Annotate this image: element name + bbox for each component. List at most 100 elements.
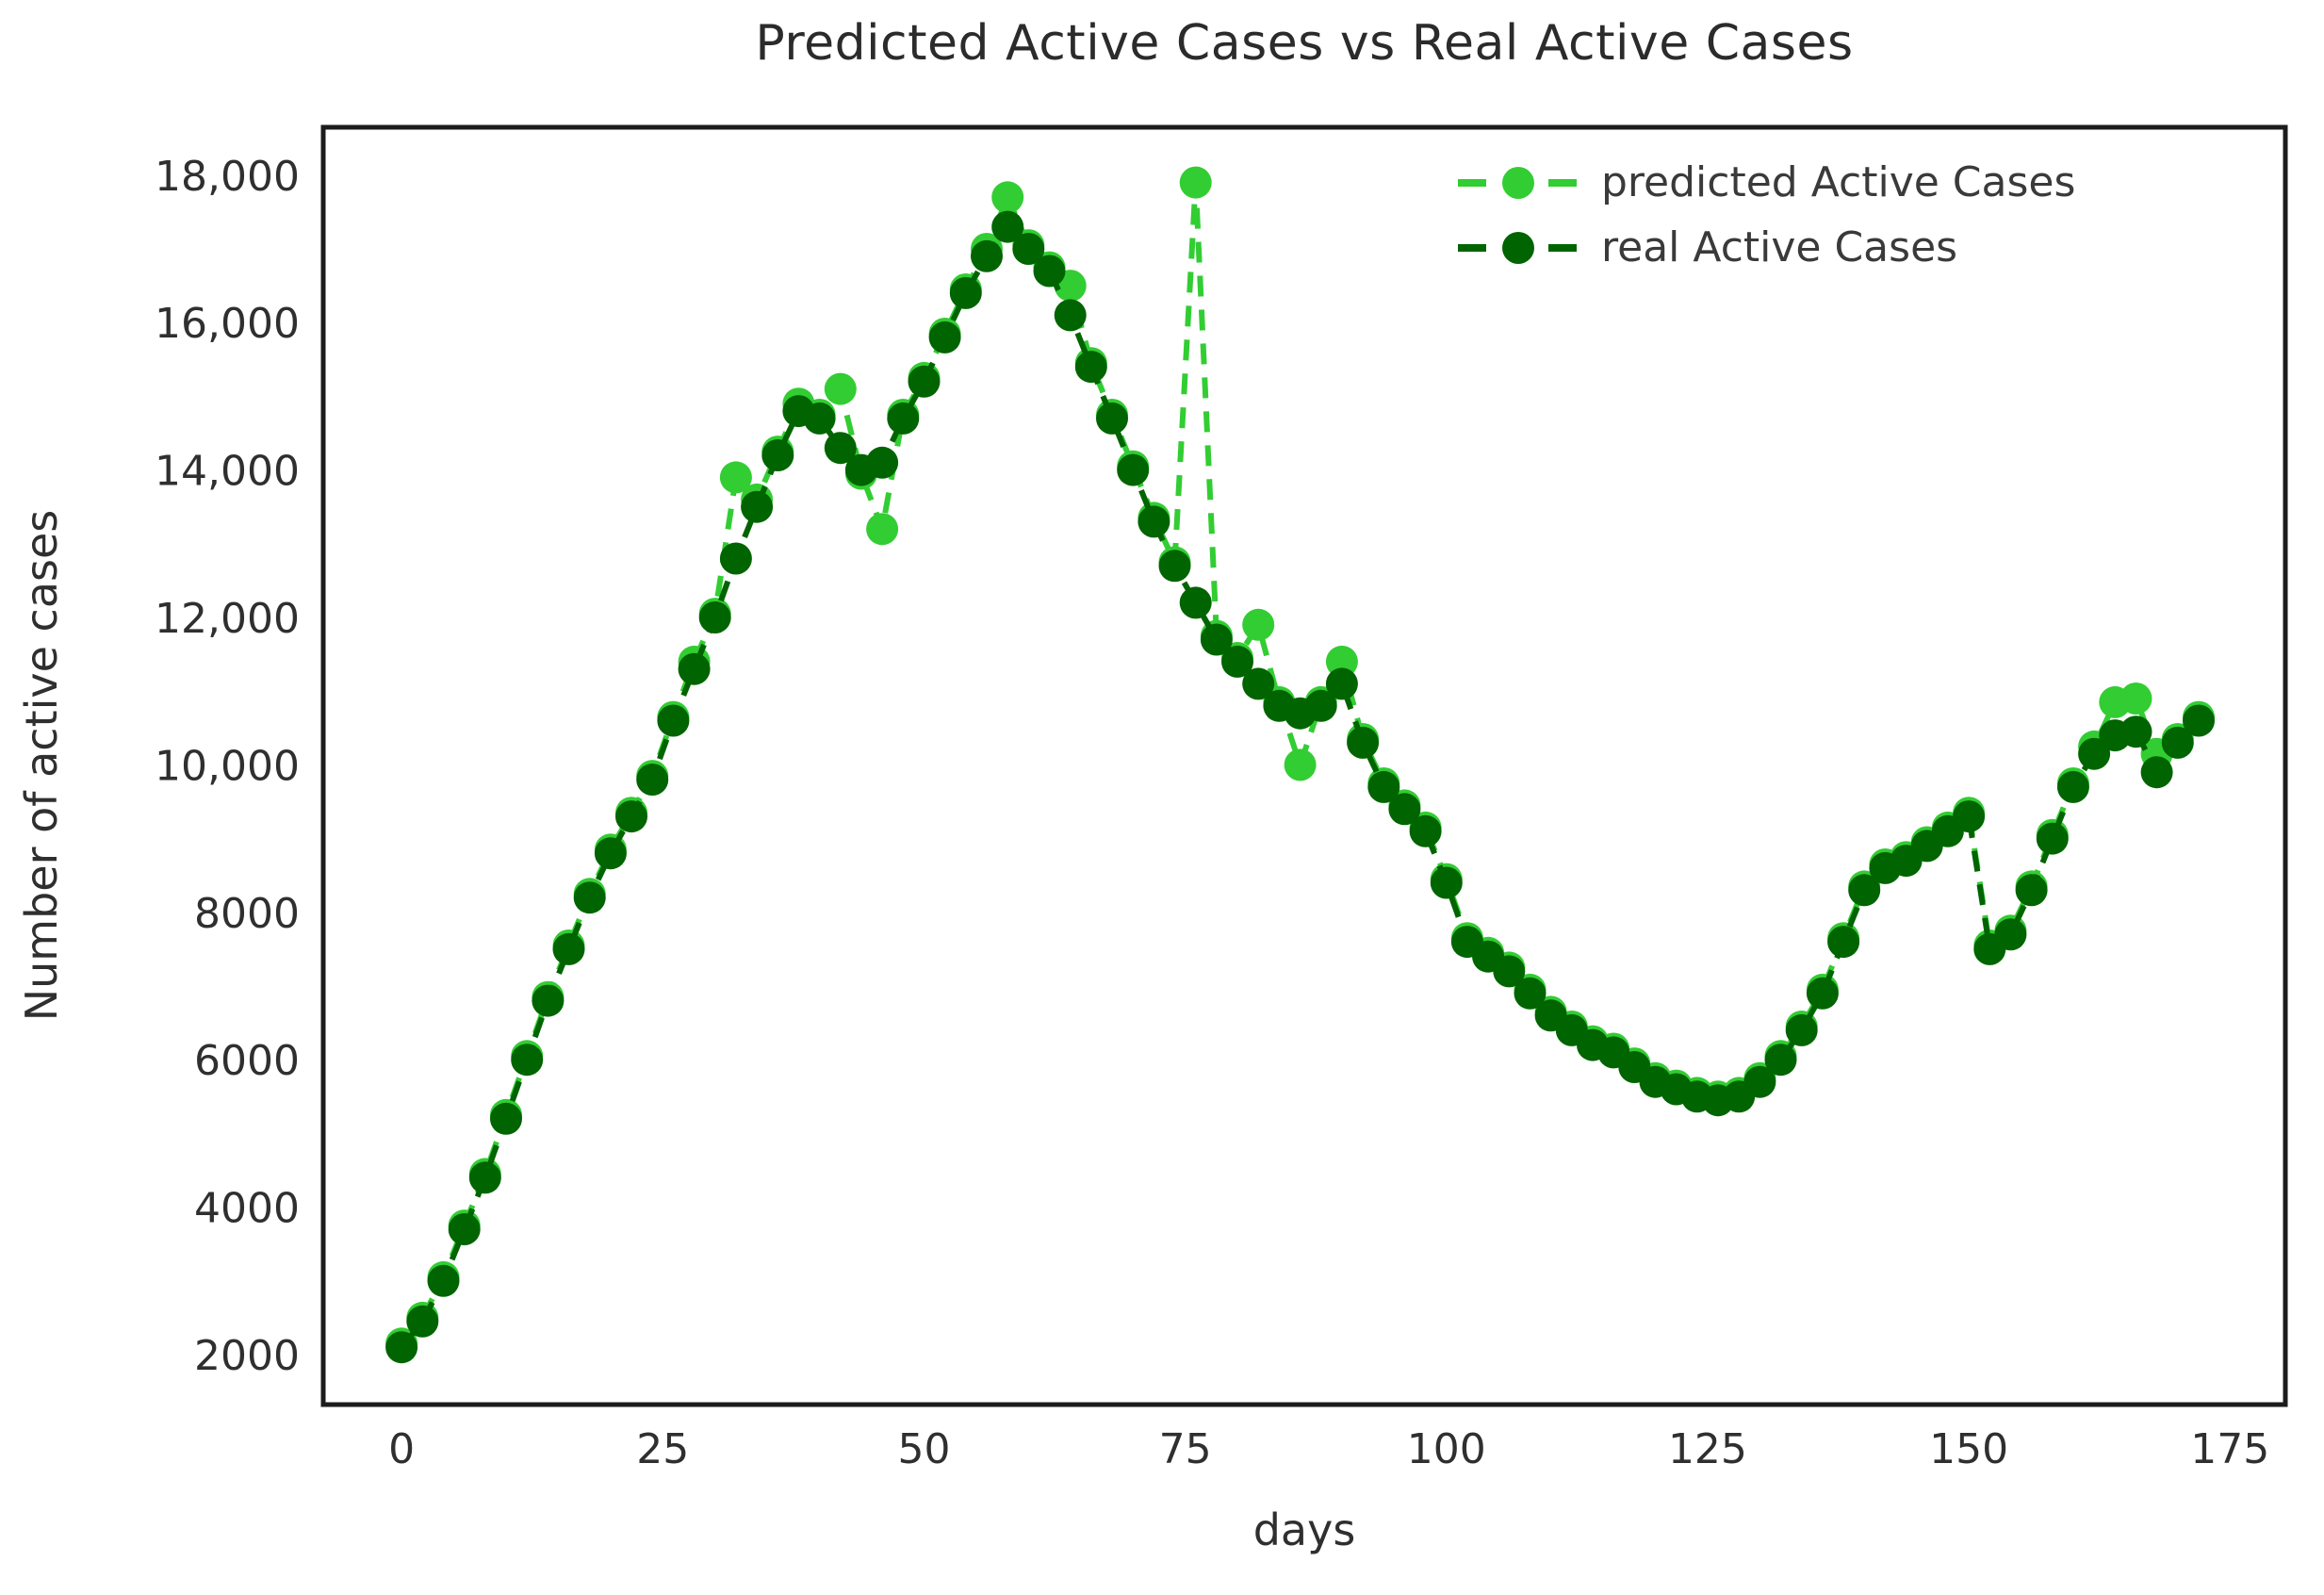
- data-point-real: [1367, 770, 1400, 803]
- legend-item-predicted: predicted Active Cases: [1456, 158, 2075, 206]
- data-point-real: [1514, 977, 1547, 1010]
- y-tick-label: 6000: [194, 1037, 300, 1085]
- data-point-predicted: [1325, 645, 1358, 678]
- data-point-real: [385, 1331, 418, 1364]
- data-point-real: [1137, 505, 1170, 538]
- data-point-real: [615, 800, 647, 833]
- data-point-real: [1743, 1065, 1776, 1098]
- legend: predicted Active Cases real Active Cases: [1456, 158, 2075, 271]
- data-point-real: [573, 881, 606, 914]
- data-point-real: [678, 652, 711, 685]
- data-point-real: [1806, 977, 1839, 1010]
- data-point-real: [657, 704, 690, 737]
- data-point-predicted: [824, 372, 857, 405]
- data-point-real: [1493, 955, 1526, 988]
- data-point-real: [1200, 623, 1233, 656]
- data-point-real: [803, 402, 836, 435]
- data-point-real: [427, 1264, 460, 1297]
- data-point-real: [1827, 926, 1860, 959]
- data-point-real: [1764, 1044, 1797, 1077]
- data-point-real: [1179, 586, 1212, 619]
- data-point-real: [1430, 866, 1463, 899]
- data-point-real: [949, 276, 982, 309]
- data-point-real: [698, 601, 731, 633]
- data-point-real: [468, 1161, 501, 1194]
- y-tick-label: 2000: [194, 1332, 300, 1380]
- data-point-real: [2140, 756, 2173, 789]
- data-point-real: [1347, 726, 1380, 759]
- data-point-predicted: [866, 513, 899, 546]
- data-point-real: [741, 490, 774, 523]
- data-point-real: [448, 1213, 481, 1245]
- x-tick-label: 150: [1929, 1425, 2008, 1473]
- data-point-real: [928, 321, 961, 354]
- y-tick-label: 8000: [194, 890, 300, 938]
- data-point-real: [1994, 918, 2027, 951]
- data-point-real: [1117, 453, 1150, 486]
- data-point-real: [2078, 737, 2111, 770]
- data-point-real: [2036, 822, 2069, 855]
- data-point-real: [761, 439, 794, 471]
- axes-box: [320, 124, 2288, 1407]
- y-tick-label: 10,000: [155, 742, 300, 790]
- data-point-real: [719, 542, 752, 575]
- data-point-real: [1785, 1013, 1818, 1046]
- data-point-predicted: [1242, 608, 1275, 641]
- x-tick-label: 125: [1668, 1425, 1747, 1473]
- data-point-real: [824, 432, 857, 465]
- data-point-real: [552, 932, 585, 965]
- data-point-real: [490, 1102, 522, 1135]
- x-tick-label: 50: [897, 1425, 950, 1473]
- data-point-real: [2056, 770, 2089, 803]
- data-point-real: [511, 1044, 544, 1077]
- data-point-real: [594, 837, 627, 870]
- data-point-predicted: [2119, 682, 2152, 715]
- data-point-predicted: [991, 181, 1024, 214]
- data-point-real: [1074, 351, 1107, 384]
- y-axis-label: Number of active cases: [16, 509, 67, 1022]
- data-point-real: [1388, 793, 1421, 826]
- data-point-real: [1054, 299, 1087, 332]
- y-tick-label: 16,000: [155, 300, 300, 348]
- x-tick-label: 100: [1407, 1425, 1486, 1473]
- data-point-real: [1242, 667, 1275, 700]
- data-point-real: [866, 446, 899, 479]
- y-tick-label: 18,000: [155, 153, 300, 201]
- data-point-real: [887, 402, 920, 435]
- legend-label-predicted: predicted Active Cases: [1601, 158, 2076, 206]
- x-tick-label: 175: [2190, 1425, 2269, 1473]
- y-tick-label: 14,000: [155, 448, 300, 496]
- data-point-real: [532, 984, 565, 1017]
- y-tick-label: 4000: [194, 1185, 300, 1233]
- x-tick-label: 75: [1159, 1425, 1212, 1473]
- x-tick-label: 0: [388, 1425, 415, 1473]
- data-point-real: [1325, 667, 1358, 700]
- data-point-real: [1221, 645, 1253, 678]
- data-point-real: [991, 210, 1024, 243]
- x-tick-label: 25: [636, 1425, 689, 1473]
- data-point-predicted: [1179, 166, 1212, 199]
- chart-title: Predicted Active Cases vs Real Active Ca…: [755, 15, 1854, 72]
- data-point-real: [1033, 255, 1066, 288]
- legend-marker-predicted-icon: [1458, 166, 1579, 199]
- data-point-predicted: [719, 461, 752, 494]
- data-point-real: [406, 1305, 439, 1338]
- data-point-real: [636, 764, 669, 796]
- data-point-real: [908, 365, 941, 398]
- data-point-real: [1409, 814, 1442, 847]
- legend-marker-real-icon: [1458, 231, 1579, 264]
- data-point-real: [2119, 715, 2152, 748]
- data-point-real: [2183, 704, 2215, 737]
- y-tick-label: 12,000: [155, 595, 300, 643]
- data-point-predicted: [1284, 748, 1317, 781]
- data-point-real: [1953, 800, 1986, 833]
- data-point-real: [971, 239, 1003, 272]
- data-point-real: [1848, 874, 1881, 907]
- data-point-real: [1158, 550, 1191, 583]
- data-point-real: [2015, 874, 2048, 907]
- legend-item-real: real Active Cases: [1456, 223, 2075, 271]
- data-point-real: [1012, 233, 1045, 265]
